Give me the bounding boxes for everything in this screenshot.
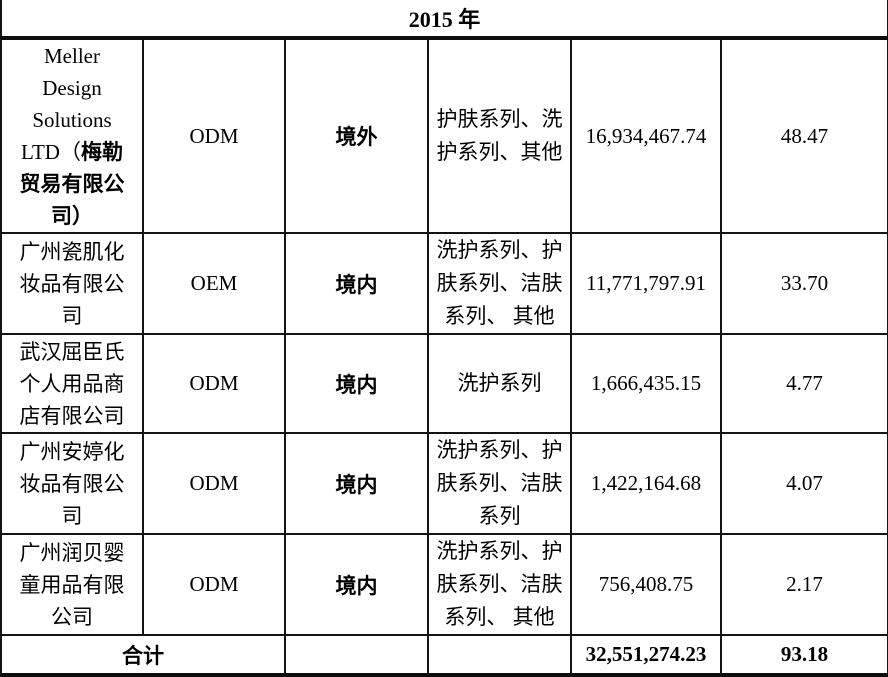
region-value: 境内 — [335, 372, 378, 397]
products-cell: 洗护系列、护 肤系列、洁肤 系列 — [427, 432, 572, 535]
company-name-cn: 梅勒 贸易有限公 司） — [19, 140, 125, 228]
table-row: 广州安婷化 妆品有限公 司 ODM 境内 洗护系列、护 肤系列、洁肤 系列 1,… — [0, 432, 888, 535]
percent-value: 4.77 — [786, 371, 823, 395]
mode-cell: ODM — [142, 533, 286, 636]
total-label: 合计 — [122, 643, 164, 668]
company-name: 广州安婷化 妆品有限公 司 — [19, 439, 125, 528]
table-row: 武汉屈臣氏 个人用品商 店有限公司 ODM 境内 洗护系列 1,666,435.… — [0, 333, 888, 434]
amount-cell: 1,422,164.68 — [570, 432, 722, 535]
year-label: 2015 年 — [408, 7, 481, 32]
percent-value: 2.17 — [786, 572, 823, 596]
products-value: 洗护系列、护 肤系列、洁肤 系列、 其他 — [436, 539, 563, 629]
total-empty-cell — [284, 634, 429, 677]
mode-value: ODM — [189, 123, 239, 148]
table-row: Meller Design Solutions LTD（梅勒 贸易有限公 司） … — [0, 37, 888, 234]
region-value: 境内 — [335, 472, 378, 497]
amount-value: 1,422,164.68 — [590, 471, 702, 495]
products-value: 洗护系列 — [457, 371, 542, 395]
amount-value: 1,666,435.15 — [590, 371, 702, 395]
mode-value: OEM — [190, 271, 238, 295]
company-name: Meller Design Solutions LTD（ — [21, 44, 112, 164]
region-cell: 境内 — [284, 232, 429, 335]
total-amount-cell: 32,551,274.23 — [570, 634, 722, 677]
company-name: 广州瓷肌化 妆品有限公 司 — [19, 239, 125, 328]
region-value: 境内 — [335, 272, 378, 297]
mode-cell: OEM — [142, 232, 286, 335]
percent-cell: 33.70 — [719, 232, 888, 335]
percent-value: 48.47 — [780, 123, 829, 148]
products-cell: 洗护系列、护 肤系列、洁肤 系列、 其他 — [427, 533, 572, 636]
percent-cell: 4.77 — [719, 333, 888, 434]
mode-value: ODM — [189, 471, 239, 495]
amount-value: 16,934,467.74 — [585, 123, 707, 148]
region-value: 境外 — [335, 125, 378, 149]
company-cell: 广州瓷肌化 妆品有限公 司 — [0, 232, 144, 335]
amount-cell: 16,934,467.74 — [570, 37, 722, 234]
percent-cell: 4.07 — [719, 432, 888, 535]
percent-cell: 2.17 — [719, 533, 888, 636]
table-row: 广州润贝婴 童用品有限 公司 ODM 境内 洗护系列、护 肤系列、洁肤 系列、 … — [0, 533, 888, 636]
products-value: 洗护系列、护 肤系列、洁肤 系列、 其他 — [436, 238, 563, 328]
products-cell: 洗护系列 — [427, 333, 572, 434]
products-cell: 护肤系列、洗 护系列、其他 — [427, 37, 572, 234]
amount-value: 756,408.75 — [598, 572, 694, 596]
region-cell: 境内 — [284, 533, 429, 636]
percent-value: 33.70 — [780, 271, 829, 295]
region-cell: 境内 — [284, 432, 429, 535]
total-label-cell: 合计 — [0, 634, 286, 677]
total-row: 合计 32,551,274.23 93.18 — [0, 634, 888, 677]
region-cell: 境内 — [284, 333, 429, 434]
company-cell: 广州安婷化 妆品有限公 司 — [0, 432, 144, 535]
amount-value: 11,771,797.91 — [586, 271, 706, 295]
amount-cell: 1,666,435.15 — [570, 333, 722, 434]
mode-cell: ODM — [142, 432, 286, 535]
company-cell: 广州润贝婴 童用品有限 公司 — [0, 533, 144, 636]
total-amount-value: 32,551,274.23 — [585, 642, 707, 666]
region-cell: 境外 — [284, 37, 429, 234]
company-name: 武汉屈臣氏 个人用品商 店有限公司 — [19, 339, 125, 428]
mode-value: ODM — [189, 371, 239, 395]
percent-value: 4.07 — [786, 471, 823, 495]
table-row: 广州瓷肌化 妆品有限公 司 OEM 境内 洗护系列、护 肤系列、洁肤 系列、 其… — [0, 232, 888, 335]
total-percent-cell: 93.18 — [719, 634, 888, 677]
total-percent-value: 93.18 — [780, 642, 829, 666]
company-cell: 武汉屈臣氏 个人用品商 店有限公司 — [0, 333, 144, 434]
year-header-cell: 2015 年 — [0, 0, 888, 40]
company-name: 广州润贝婴 童用品有限 公司 — [19, 540, 125, 629]
amount-cell: 11,771,797.91 — [570, 232, 722, 335]
mode-value: ODM — [189, 572, 239, 596]
mode-cell: ODM — [142, 37, 286, 234]
products-value: 护肤系列、洗 护系列、其他 — [436, 107, 563, 164]
company-cell: Meller Design Solutions LTD（梅勒 贸易有限公 司） — [0, 37, 144, 234]
products-cell: 洗护系列、护 肤系列、洁肤 系列、 其他 — [427, 232, 572, 335]
mode-cell: ODM — [142, 333, 286, 434]
products-value: 洗护系列、护 肤系列、洁肤 系列 — [436, 438, 563, 528]
amount-cell: 756,408.75 — [570, 533, 722, 636]
total-empty-cell — [427, 634, 572, 677]
region-value: 境内 — [335, 573, 378, 598]
year-header-row: 2015 年 — [0, 0, 888, 40]
percent-cell: 48.47 — [719, 37, 888, 234]
